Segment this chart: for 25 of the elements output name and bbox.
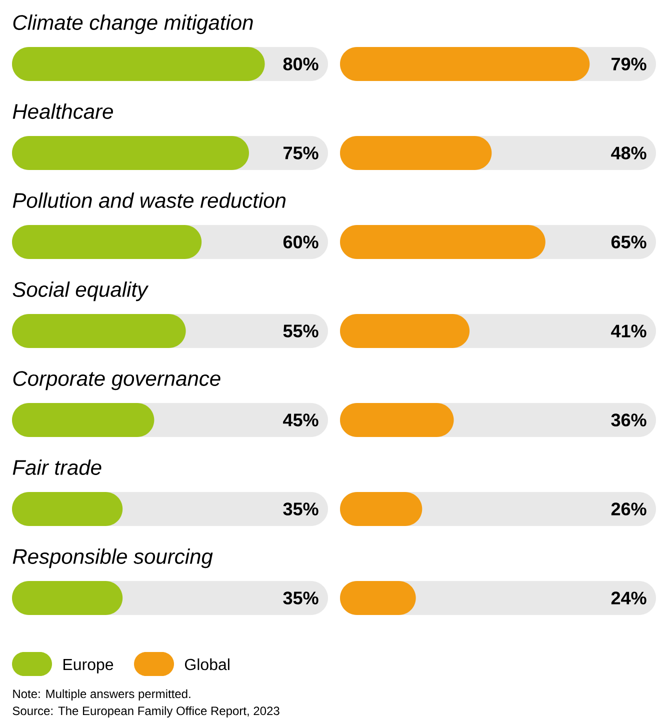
data-label: 65%: [611, 236, 646, 248]
y-tick-label: Responsible sourcing: [12, 548, 213, 568]
data-label: 35%: [283, 592, 318, 604]
data-label: 24%: [611, 592, 646, 604]
text: Note: Multiple answers permitted.: [13, 689, 190, 700]
data-label: 80%: [283, 58, 318, 70]
y-tick-label: Corporate governance: [13, 371, 220, 390]
data-label: 60%: [283, 236, 318, 248]
data-label: 79%: [612, 58, 646, 70]
y-tick-label: Pollution and waste reduction: [12, 192, 286, 208]
y-tick-label: Social equality: [12, 282, 149, 302]
legend-label: Global: [185, 658, 230, 670]
legend-label: Europe: [64, 658, 114, 674]
data-label: 55%: [283, 324, 318, 338]
data-label: 35%: [283, 502, 318, 516]
data-label: 45%: [283, 414, 318, 426]
data-label: 41%: [611, 324, 646, 338]
y-tick-label: Climate change mitigation: [13, 14, 253, 34]
y-tick-label: Healthcare: [12, 104, 113, 119]
data-label: 48%: [611, 146, 646, 160]
y-tick-label: Fair trade: [12, 460, 102, 475]
data-label: 26%: [611, 502, 646, 516]
data-label: 36%: [611, 414, 646, 426]
data-label: 75%: [284, 146, 318, 160]
source-note: Source: The European Family Office Report, 2023: [12, 706, 280, 718]
